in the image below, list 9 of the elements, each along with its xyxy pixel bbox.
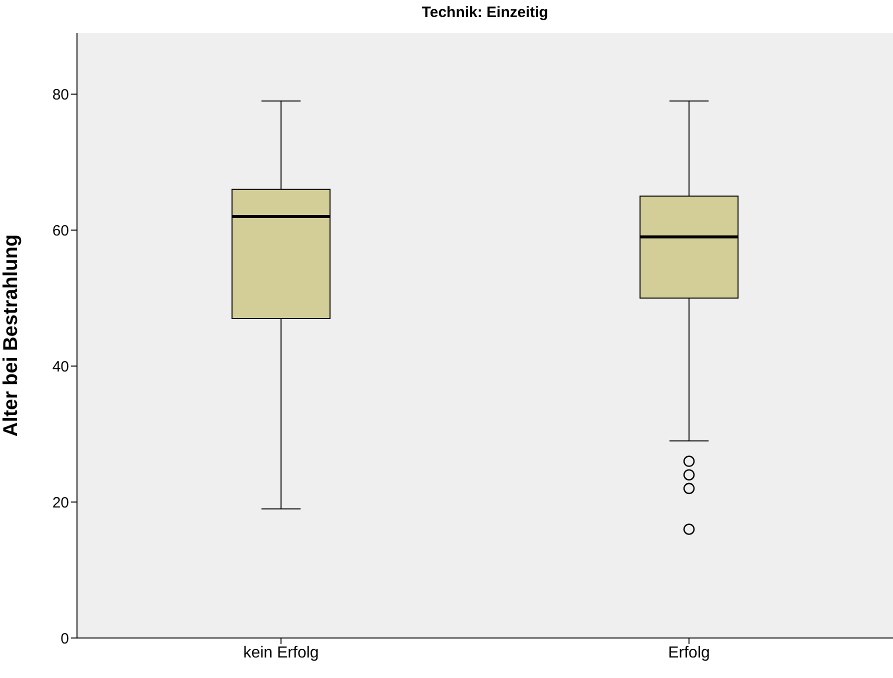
chart-title: Technik: Einzeitig <box>420 4 550 21</box>
y-tick-label: 60 <box>52 222 69 240</box>
y-tick-label: 0 <box>60 630 69 648</box>
y-tick-label: 20 <box>52 494 69 512</box>
y-tick-label: 40 <box>52 358 69 376</box>
x-tick-label: kein Erfolg <box>243 644 319 662</box>
y-tick-label: 80 <box>52 86 69 104</box>
y-axis-title: Alter bei Bestrahlung <box>0 234 22 437</box>
x-tick-label: Erfolg <box>668 644 710 662</box>
